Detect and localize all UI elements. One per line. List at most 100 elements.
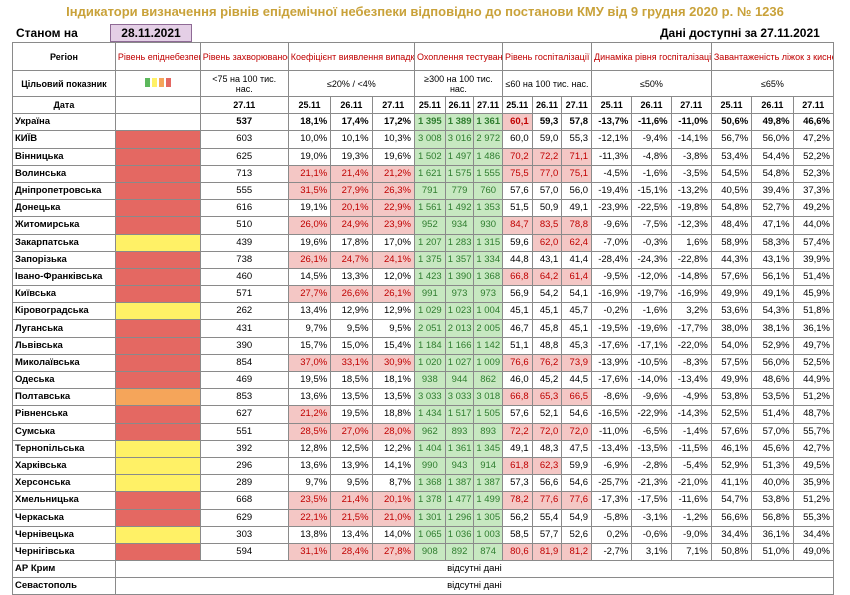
dynamics-value: -6,9% (591, 456, 633, 476)
dynamics-value: -19,7% (631, 285, 672, 304)
hosp-value: 73,9 (561, 353, 593, 373)
detection-value: 15,7% (287, 336, 332, 355)
beds-value: 49,1% (751, 285, 794, 304)
hosp-value: 57,3 (501, 474, 533, 493)
date-hsp-1: 25.11 (501, 95, 533, 115)
detection-value: 22,9% (371, 199, 415, 218)
hosp-value: 84,7 (501, 216, 533, 235)
detection-value: 30,9% (371, 353, 415, 373)
hosp-value: 43,1 (531, 250, 563, 269)
dynamics-value: -4,5% (591, 164, 633, 183)
hosp-value: 57,7 (531, 525, 563, 544)
detection-value: 27,9% (330, 181, 373, 201)
dynamics-value: -12,1% (591, 130, 633, 149)
testing-value: 1 389 (444, 113, 475, 132)
hosp-value: 47,5 (561, 439, 593, 458)
beds-value: 44,9% (792, 370, 835, 390)
dynamics-value: -11,6% (631, 113, 672, 132)
testing-value: 1 555 (473, 164, 503, 183)
detection-value: 27,7% (287, 285, 332, 304)
region-name: Київська (12, 285, 116, 304)
date-det-1: 25.11 (287, 95, 332, 115)
detection-value: 9,5% (330, 319, 373, 338)
beds-value: 57,6% (710, 267, 753, 287)
region-name: АР Крим (12, 560, 116, 579)
beds-value: 58,9% (710, 233, 753, 252)
incidence-value: 390 (199, 336, 289, 355)
testing-value: 3 018 (473, 388, 503, 407)
header-date: Дата (12, 95, 116, 115)
hosp-value: 56,6 (531, 474, 563, 493)
table-row: Сумська 551 28,5% 27,0% 28,0% 962 893 893 72,2 72… (12, 422, 835, 441)
testing-value: 1 621 (413, 164, 446, 183)
beds-value: 38,0% (710, 319, 753, 338)
testing-value: 1 423 (413, 267, 446, 287)
detection-value: 17,2% (371, 113, 415, 132)
level-cell (114, 370, 201, 390)
testing-value: 973 (473, 285, 503, 304)
incidence-value: 431 (199, 319, 289, 338)
region-name: Чернігівська (12, 542, 116, 562)
beds-value: 52,5% (792, 353, 835, 373)
incidence-value: 439 (199, 233, 289, 252)
region-name: Сумська (12, 422, 116, 441)
testing-value: 1 036 (444, 525, 475, 544)
hosp-value: 75,1 (561, 164, 593, 183)
level-cell (114, 491, 201, 510)
hosp-value: 81,2 (561, 542, 593, 562)
beds-value: 46,6% (792, 113, 835, 132)
no-data-text: відсутні дані (114, 560, 835, 579)
hosp-value: 66,5 (561, 388, 593, 407)
date-dyn-1: 25.11 (591, 95, 633, 115)
testing-value: 1 361 (444, 439, 475, 458)
incidence-value: 262 (199, 302, 289, 321)
hosp-value: 45,8 (531, 319, 563, 338)
dynamics-value: -13,2% (670, 181, 712, 201)
beds-value: 39,9% (792, 250, 835, 269)
detection-value: 33,1% (330, 353, 373, 373)
testing-value: 893 (473, 422, 503, 441)
beds-value: 55,3% (792, 508, 835, 527)
dynamics-value: -17,5% (631, 491, 672, 510)
testing-value: 1 357 (444, 250, 475, 269)
detection-value: 22,1% (287, 508, 332, 527)
hosp-value: 54,2 (531, 285, 563, 304)
header-region: Регіон (12, 42, 116, 71)
dynamics-value: -28,4% (591, 250, 633, 269)
detection-value: 18,1% (287, 113, 332, 132)
region-name: Черкаська (12, 508, 116, 527)
dynamics-value: -13,5% (631, 439, 672, 458)
hosp-value: 59,3 (531, 113, 563, 132)
testing-value: 2 005 (473, 319, 503, 338)
hosp-value: 56,2 (501, 508, 533, 527)
hosp-value: 51,1 (501, 336, 533, 355)
detection-value: 20,1% (330, 199, 373, 218)
incidence-value: 303 (199, 525, 289, 544)
testing-value: 1 375 (413, 250, 446, 269)
table-row: Вінницька 625 19,0% 19,3% 19,6% 1 502 1 497 1 4… (12, 147, 835, 166)
hosp-value: 58,5 (501, 525, 533, 544)
table-row: Житомирська 510 26,0% 24,9% 23,9% 952 934 930 84… (12, 216, 835, 235)
region-name: Запорізька (12, 250, 116, 269)
no-data-text: відсутні дані (114, 577, 835, 595)
beds-value: 49,9% (710, 285, 753, 304)
region-name: Кіровоградська (12, 302, 116, 321)
indicators-table: Регіон Рівень епіднебезпеки Рівень захво… (12, 42, 835, 595)
hosp-value: 48,8 (531, 336, 563, 355)
header-dynamics: Динаміка рівня госпіталізацій (591, 42, 712, 71)
date-det-2: 26.11 (330, 95, 373, 115)
beds-value: 57,5% (710, 353, 753, 373)
detection-value: 26,0% (287, 216, 332, 235)
level-cell (114, 216, 201, 235)
hosp-value: 46,0 (501, 370, 533, 390)
detection-value: 19,5% (287, 370, 332, 390)
dynamics-value: -12,3% (670, 216, 712, 235)
testing-value: 3 033 (444, 388, 475, 407)
testing-value: 1 029 (413, 302, 446, 321)
testing-value: 991 (413, 285, 446, 304)
dynamics-value: -3,5% (670, 164, 712, 183)
beds-value: 49,5% (792, 456, 835, 476)
region-name: Житомирська (12, 216, 116, 235)
detection-value: 10,0% (287, 130, 332, 149)
testing-value: 1 492 (444, 199, 475, 218)
